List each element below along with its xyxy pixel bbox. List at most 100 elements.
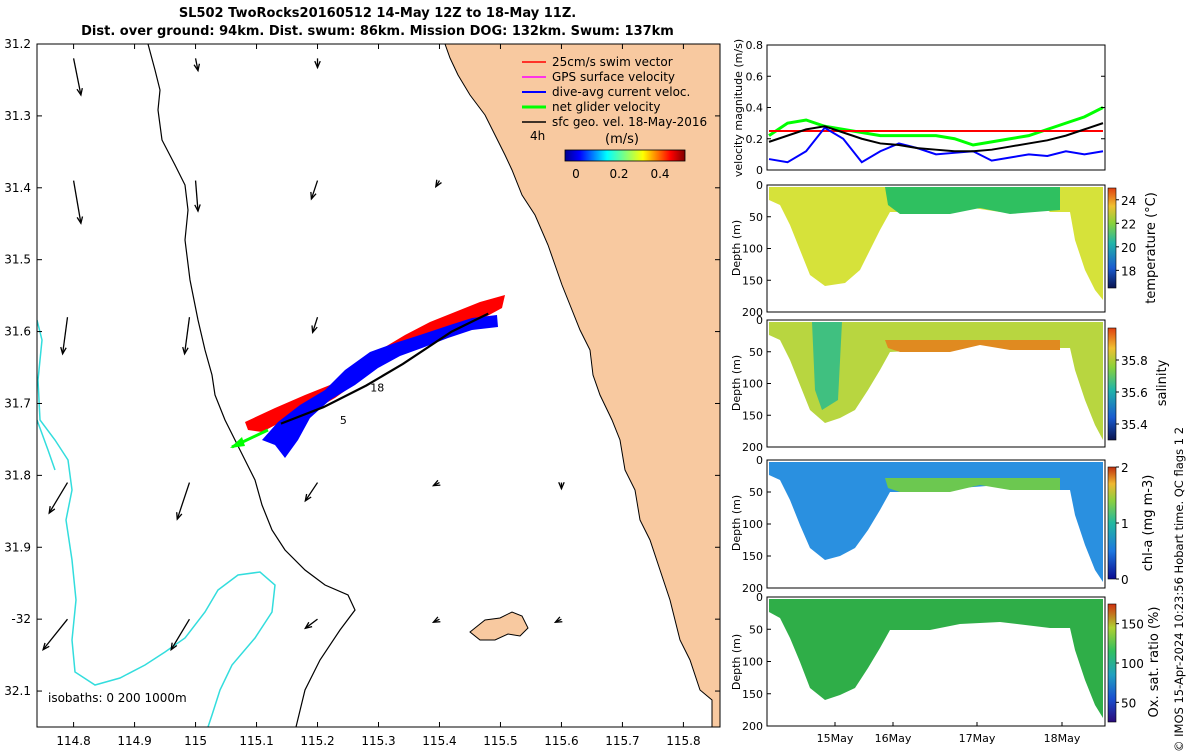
chla-colorbar-tick-label: 1 — [1121, 517, 1129, 531]
oxygen-y-tick-label: 100 — [742, 656, 763, 669]
chla-y-tick-label: 100 — [742, 518, 763, 531]
oxygen-y-tick-label: 0 — [756, 591, 763, 604]
velocity-y-tick-label: 0.6 — [746, 70, 764, 83]
map-x-tick-label: 115.4 — [422, 734, 456, 748]
temperature-colorbar-tick-label: 24 — [1121, 194, 1136, 208]
track-label: 5 — [340, 414, 347, 427]
geo-velocity-arrow — [312, 317, 319, 333]
chla-colorbar-label: chl-a (mg m-3) — [1141, 475, 1156, 572]
map-y-tick-label: 31.9 — [4, 540, 31, 554]
temperature-section — [769, 187, 1103, 300]
velocity-series — [768, 106, 1104, 164]
land-coastline — [444, 44, 720, 727]
legend-label-net: net glider velocity — [552, 100, 660, 114]
chla-section — [769, 462, 1103, 582]
velocity-y-axis: 0 0.2 0.4 0.6 0.8 — [746, 39, 1105, 177]
oxygen-colorbar-tick-label: 100 — [1121, 657, 1144, 671]
time-x-axis: 15May 16May 17May 18May — [817, 722, 1081, 745]
chart-title-line2: Dist. over ground: 94km. Dist. swum: 86k… — [81, 24, 674, 39]
temperature-colorbar-ticks: 24 22 20 18 — [1116, 194, 1136, 278]
geo-velocity-arrowhead — [431, 616, 441, 623]
map-x-tick-label: 115.6 — [544, 734, 578, 748]
temperature-colorbar-tick-label: 22 — [1121, 217, 1136, 231]
map-x-tick-label: 115.8 — [666, 734, 700, 748]
geo-velocity-arrowhead — [303, 621, 313, 630]
map-legend: 25cm/s swim vector GPS surface velocity … — [522, 55, 707, 181]
map-y-tick-label: -32 — [11, 612, 31, 626]
time-x-tick-label: 15May — [817, 732, 854, 745]
chla-y-label: Depth (m) — [730, 495, 743, 551]
geo-velocity-arrow — [304, 482, 319, 502]
geo-velocity-arrowhead — [304, 493, 312, 503]
geo-velocity-arrowhead — [170, 642, 178, 652]
map-x-tick-label: 115.1 — [239, 734, 273, 748]
map-x-tick-label: 115.3 — [361, 734, 395, 748]
temperature-y-tick-label: 100 — [742, 243, 763, 256]
map-y-tick-label: 31.6 — [4, 325, 31, 339]
geo-velocity-arrowhead — [434, 179, 442, 189]
geo-velocity-arrowhead — [314, 60, 321, 70]
temperature-y-label: Depth (m) — [730, 220, 743, 276]
salinity-colorbar-ticks: 35.8 35.6 35.4 — [1116, 354, 1148, 432]
land-island — [469, 611, 529, 641]
colorbar-tick-label: 0.2 — [609, 167, 628, 181]
geo-velocity-arrow — [72, 180, 82, 224]
velocity-y-label: velocity magnitude (m/s) — [732, 39, 745, 177]
colorbar-tick-label: 0.4 — [650, 167, 669, 181]
salinity-colorbar-label: salinity — [1155, 359, 1170, 406]
track-label: 18 — [370, 382, 384, 395]
temperature-y-tick-label: 50 — [749, 211, 763, 224]
oxygen-y-label: Depth (m) — [730, 634, 743, 690]
geo-velocity-arrow — [194, 58, 199, 71]
map-y-tick-label: 31.2 — [4, 37, 31, 51]
oxygen-colorbar-tick-label: 150 — [1121, 618, 1144, 632]
salinity-y-tick-label: 0 — [756, 314, 763, 327]
oxygen-panel: 0 50 100 150 200 Depth (m) 150 100 50 Ox. sat.… — [730, 591, 1162, 745]
temperature-colorbar-label: temperature (°C) — [1144, 192, 1159, 304]
salinity-y-axis: 0 50 100 150 200 — [742, 314, 771, 454]
colorbar-tick-label: 0 — [572, 167, 580, 181]
geo-velocity-arrowhead — [194, 204, 201, 213]
geo-velocity-arrowhead — [553, 616, 563, 623]
salinity-y-label: Depth (m) — [730, 355, 743, 411]
map-x-axis: 114.8 114.9 115 115.1 115.2 115.3 115.4 115.5 11… — [56, 44, 701, 748]
chla-colorbar — [1107, 466, 1117, 580]
isobath-200m — [147, 44, 356, 727]
geo-velocity-arrowhead — [193, 63, 201, 73]
geo-velocity-arrow — [61, 317, 69, 354]
geo-velocity-arrow — [176, 482, 191, 520]
oxygen-colorbar-label: Ox. sat. ratio (%) — [1147, 607, 1162, 718]
geo-velocity-arrowhead — [76, 87, 83, 97]
velocity-panel: 0 0.2 0.4 0.6 0.8 velocity magnitude (m/s) — [732, 39, 1106, 177]
oxygen-colorbar-tick-label: 50 — [1121, 696, 1136, 710]
map-y-tick-label: 31.8 — [4, 468, 31, 482]
map-x-tick-label: 115 — [184, 734, 207, 748]
chart-title-line1: SL502 TwoRocks20160512 14-May 12Z to 18-… — [178, 6, 577, 21]
salinity-y-tick-label: 100 — [742, 378, 763, 391]
map-y-tick-label: 31.7 — [4, 396, 31, 410]
geo-velocity-arrow — [304, 618, 318, 629]
salinity-colorbar-tick-label: 35.6 — [1121, 386, 1148, 400]
map-panel: 18 5 25cm/s swim vector GPS surface velo… — [4, 37, 721, 748]
salinity-colorbar-tick-label: 35.4 — [1121, 418, 1148, 432]
geo-velocity-arrow — [48, 482, 69, 514]
chla-y-tick-label: 200 — [742, 582, 763, 595]
geo-velocity-arrowhead — [182, 346, 189, 356]
map-y-tick-label: 31.4 — [4, 181, 31, 195]
isobath-1000m — [37, 319, 276, 727]
map-x-tick-label: 114.8 — [56, 734, 90, 748]
oxygen-y-tick-label: 50 — [749, 623, 763, 636]
time-x-tick-label: 18May — [1044, 732, 1081, 745]
geo-velocity-arrow — [42, 618, 68, 651]
salinity-y-tick-label: 150 — [742, 409, 763, 422]
temperature-y-tick-label: 0 — [756, 179, 763, 192]
velocity-y-tick-label: 0 — [756, 164, 763, 177]
isobaths-label: isobaths: 0 200 1000m — [48, 691, 187, 705]
velocity-y-tick-label: 0.2 — [746, 133, 764, 146]
salinity-y-tick-label: 50 — [749, 346, 763, 359]
salinity-section — [769, 322, 1103, 440]
temperature-y-tick-label: 200 — [742, 306, 763, 319]
salinity-panel: 0 50 100 150 200 Depth (m) 35.8 35.6 35.4 sali… — [730, 314, 1170, 454]
time-x-tick-label: 16May — [875, 732, 912, 745]
